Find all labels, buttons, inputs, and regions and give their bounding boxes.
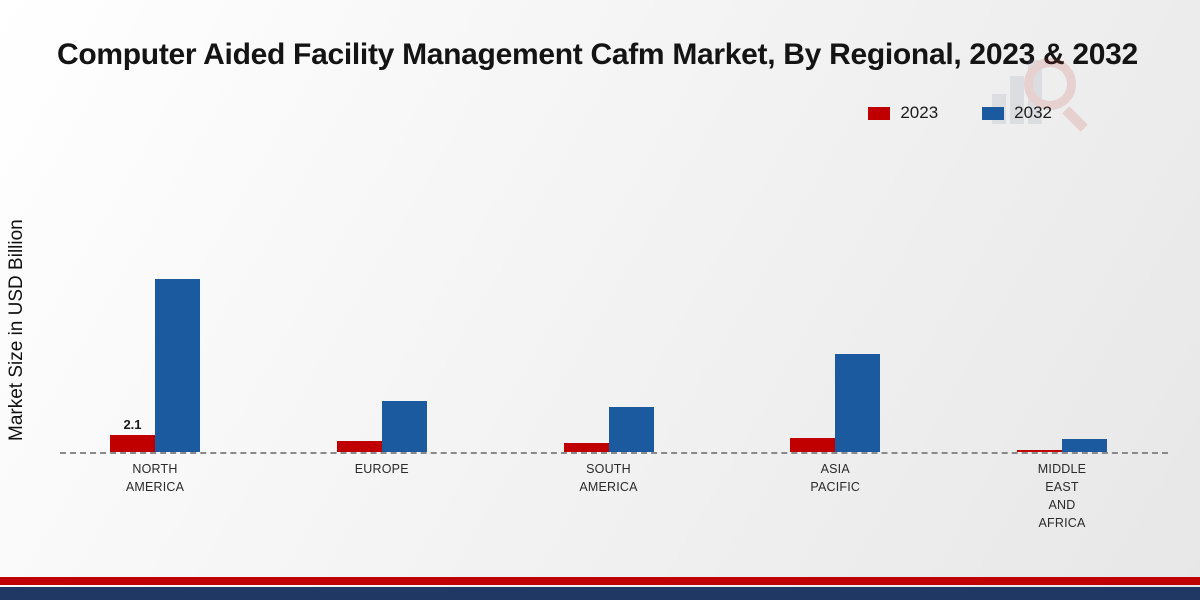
category-label-south-america: SOUTH AMERICA <box>579 462 638 495</box>
bar-2023-europe <box>336 441 382 452</box>
bar-2032-europe <box>381 401 427 452</box>
category-label-north-america: NORTH AMERICA <box>125 462 185 495</box>
legend: 2023 2032 <box>868 103 1052 123</box>
bar-2023-middle-east-and-africa <box>1017 450 1062 452</box>
category-label-asia-pacific: ASIA PACIFIC <box>810 462 861 495</box>
category-label-middle-east-and-africa: MIDDLE EAST AND AFRICA <box>1037 462 1087 531</box>
legend-swatch-2032 <box>982 106 1005 120</box>
legend-item-2032: 2032 <box>982 103 1052 123</box>
zero-baseline <box>60 452 1168 454</box>
category-label-europe: EUROPE <box>354 462 409 476</box>
bar-2032-middle-east-and-africa <box>1062 439 1107 452</box>
chart-title: Computer Aided Facility Management Cafm … <box>57 38 1138 71</box>
bar-2023-south-america <box>563 443 609 452</box>
bar-2023-asia-pacific <box>790 438 836 452</box>
bar-value-label: 2.1 <box>123 417 142 432</box>
bar-2032-north-america <box>155 279 200 452</box>
bar-2032-south-america <box>608 407 654 452</box>
legend-item-2023: 2023 <box>868 103 938 123</box>
legend-label-2023: 2023 <box>900 103 939 122</box>
bar-2032-asia-pacific <box>835 354 881 452</box>
bar-2023-north-america <box>110 435 155 452</box>
legend-swatch-2023 <box>868 106 891 120</box>
legend-label-2032: 2032 <box>1014 103 1052 122</box>
footer-navy-stripe <box>0 587 1200 600</box>
footer-red-stripe <box>0 577 1200 585</box>
